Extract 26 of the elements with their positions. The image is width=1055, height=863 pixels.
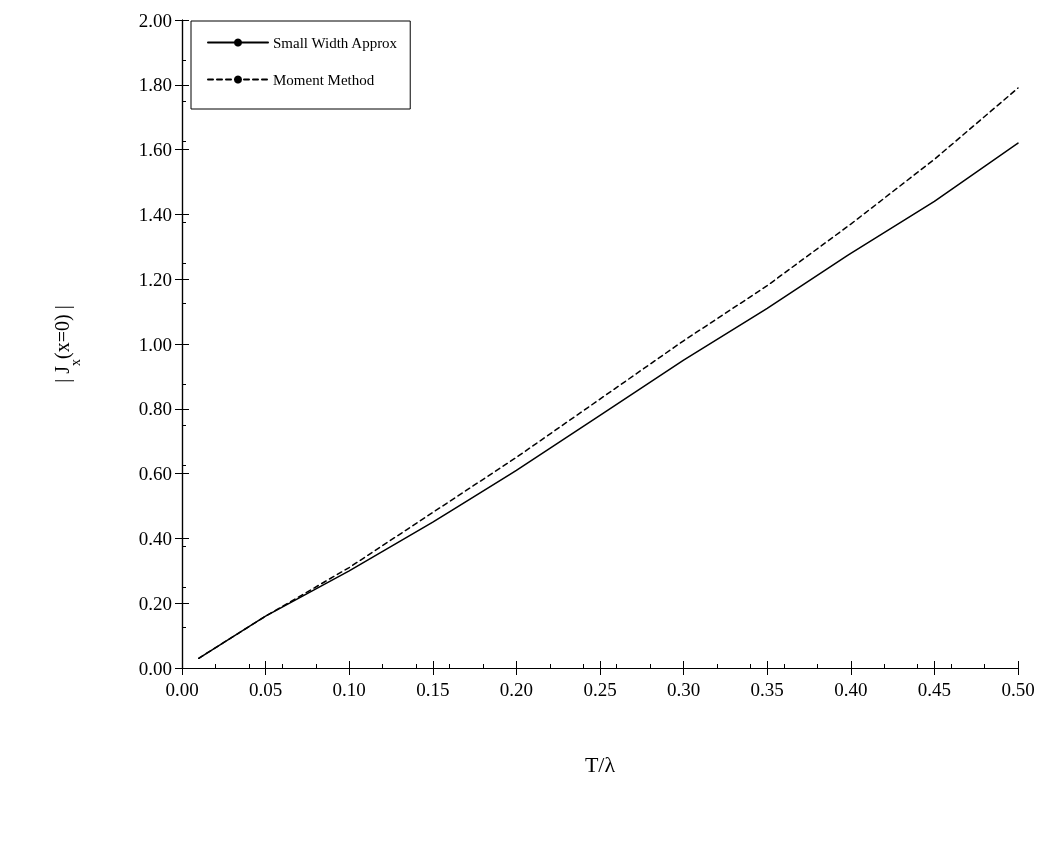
legend-label: Small Width Approx (273, 34, 398, 51)
x-tick-label: 0.15 (416, 679, 450, 700)
x-tick-label: 0.50 (1001, 679, 1035, 700)
y-tick-label: 1.20 (138, 268, 172, 290)
x-axis-title: T/λ (584, 751, 616, 777)
x-tick-label: 0.40 (834, 679, 868, 700)
y-tick-label: 1.00 (138, 333, 172, 355)
y-tick-label: 0.80 (138, 398, 172, 420)
x-tick-label: 0.45 (917, 679, 952, 700)
y-axis-title: | Jx(x=0) | (51, 305, 83, 383)
y-tick-label: 0.60 (138, 463, 172, 485)
x-tick-label: 0.30 (666, 679, 701, 700)
x-tick-label: 0.25 (583, 679, 617, 700)
x-tick-label: 0.20 (499, 679, 534, 700)
x-tick-label: 0.00 (165, 679, 199, 700)
y-tick-label: 1.80 (138, 74, 172, 96)
x-tick-label: 0.10 (332, 679, 366, 700)
y-tick-label: 2.00 (138, 9, 172, 31)
y-tick-label: 0.20 (138, 592, 172, 614)
x-tick-label: 0.05 (248, 679, 283, 700)
y-tick-label: 1.60 (138, 139, 172, 161)
y-tick-label: 0.40 (138, 527, 172, 549)
y-tick-label: 0.00 (138, 657, 172, 679)
x-tick-label: 0.35 (750, 679, 784, 700)
legend-label: Moment Method (273, 71, 375, 88)
y-tick-label: 1.40 (138, 203, 172, 225)
